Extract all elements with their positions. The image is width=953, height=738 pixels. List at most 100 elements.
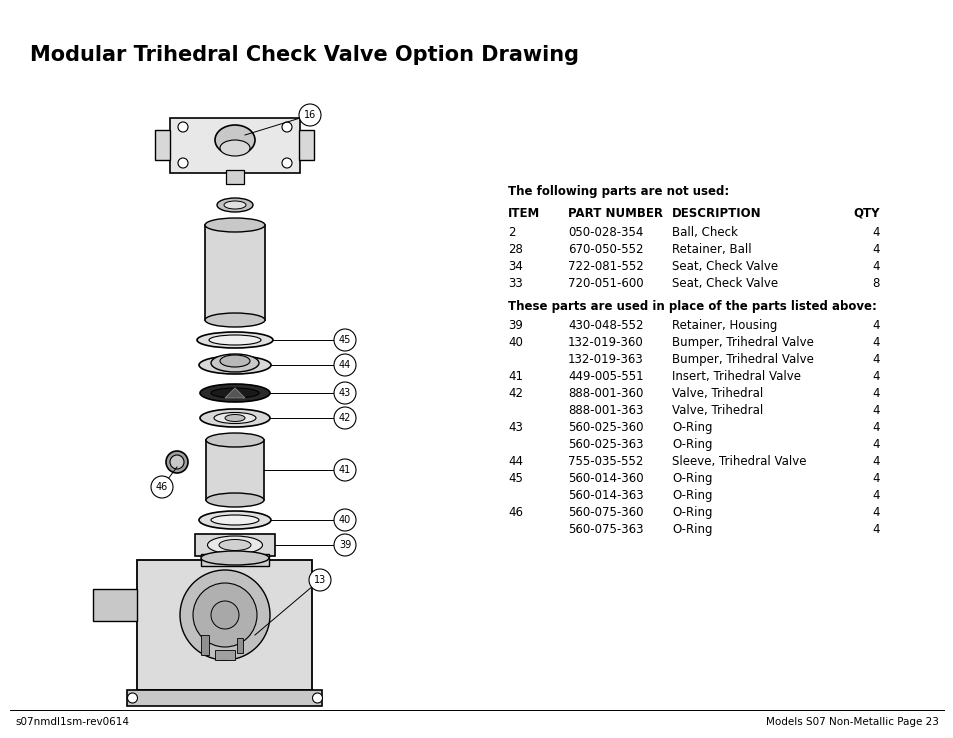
Text: s07nmdl1sm-rev0614: s07nmdl1sm-rev0614 <box>15 717 129 727</box>
Ellipse shape <box>220 355 250 367</box>
Text: O-Ring: O-Ring <box>671 421 712 434</box>
Text: 40: 40 <box>507 336 522 349</box>
Circle shape <box>334 382 355 404</box>
Text: 050-028-354: 050-028-354 <box>567 226 642 239</box>
Text: Bumper, Trihedral Valve: Bumper, Trihedral Valve <box>671 336 813 349</box>
Text: Valve, Trihedral: Valve, Trihedral <box>671 404 762 417</box>
Text: 4: 4 <box>872 319 879 332</box>
Bar <box>299 130 314 160</box>
Bar <box>93 589 137 621</box>
Text: 4: 4 <box>872 506 879 519</box>
Text: 560-014-363: 560-014-363 <box>567 489 643 502</box>
Ellipse shape <box>201 551 269 565</box>
Ellipse shape <box>220 140 250 156</box>
Circle shape <box>334 354 355 376</box>
Text: Models S07 Non-Metallic Page 23: Models S07 Non-Metallic Page 23 <box>765 717 938 727</box>
Text: 722-081-552: 722-081-552 <box>567 260 643 273</box>
Text: 4: 4 <box>872 336 879 349</box>
Ellipse shape <box>196 332 273 348</box>
Ellipse shape <box>178 122 188 132</box>
Text: Retainer, Ball: Retainer, Ball <box>671 243 751 256</box>
Text: 4: 4 <box>872 438 879 451</box>
Ellipse shape <box>180 570 270 660</box>
Circle shape <box>334 407 355 429</box>
Ellipse shape <box>199 356 271 374</box>
Bar <box>236 638 243 652</box>
Ellipse shape <box>205 313 265 327</box>
Text: 43: 43 <box>507 421 522 434</box>
Text: 46: 46 <box>155 482 168 492</box>
Text: 720-051-600: 720-051-600 <box>567 277 643 290</box>
Ellipse shape <box>193 583 256 647</box>
Ellipse shape <box>219 539 251 551</box>
Ellipse shape <box>213 413 255 424</box>
Text: Seat, Check Valve: Seat, Check Valve <box>671 277 778 290</box>
Text: ITEM: ITEM <box>507 207 539 220</box>
Text: 16: 16 <box>304 110 315 120</box>
Ellipse shape <box>224 201 246 209</box>
Ellipse shape <box>166 451 188 473</box>
Text: Valve, Trihedral: Valve, Trihedral <box>671 387 762 400</box>
Bar <box>205 225 265 320</box>
Text: O-Ring: O-Ring <box>671 506 712 519</box>
Circle shape <box>334 329 355 351</box>
Ellipse shape <box>211 388 258 398</box>
Ellipse shape <box>211 515 258 525</box>
Text: 42: 42 <box>338 413 351 423</box>
Text: 33: 33 <box>507 277 522 290</box>
Text: Insert, Trihedral Valve: Insert, Trihedral Valve <box>671 370 801 383</box>
Text: 4: 4 <box>872 404 879 417</box>
Bar <box>137 560 313 690</box>
Text: O-Ring: O-Ring <box>671 523 712 536</box>
Circle shape <box>334 534 355 556</box>
Text: 4: 4 <box>872 472 879 485</box>
Text: 560-014-360: 560-014-360 <box>567 472 643 485</box>
Text: Bumper, Trihedral Valve: Bumper, Trihedral Valve <box>671 353 813 366</box>
Ellipse shape <box>208 536 262 554</box>
Text: 132-019-363: 132-019-363 <box>567 353 643 366</box>
Bar <box>201 635 209 655</box>
Ellipse shape <box>209 335 261 345</box>
Circle shape <box>334 509 355 531</box>
Circle shape <box>298 104 320 126</box>
Ellipse shape <box>313 693 322 703</box>
Text: Ball, Check: Ball, Check <box>671 226 737 239</box>
Text: 40: 40 <box>338 515 351 525</box>
Text: 13: 13 <box>314 575 326 585</box>
Ellipse shape <box>214 125 254 155</box>
Text: 560-025-363: 560-025-363 <box>567 438 643 451</box>
Text: The following parts are not used:: The following parts are not used: <box>507 185 728 198</box>
Text: Sleeve, Trihedral Valve: Sleeve, Trihedral Valve <box>671 455 805 468</box>
Text: 888-001-363: 888-001-363 <box>567 404 642 417</box>
Text: 4: 4 <box>872 226 879 239</box>
Bar <box>155 130 171 160</box>
Text: 4: 4 <box>872 353 879 366</box>
Text: 4: 4 <box>872 489 879 502</box>
Text: These parts are used in place of the parts listed above:: These parts are used in place of the par… <box>507 300 876 313</box>
Text: 670-050-552: 670-050-552 <box>567 243 643 256</box>
Ellipse shape <box>211 601 239 629</box>
Bar <box>201 554 269 566</box>
Text: 4: 4 <box>872 370 879 383</box>
Text: O-Ring: O-Ring <box>671 472 712 485</box>
Ellipse shape <box>206 493 264 507</box>
Text: PART NUMBER: PART NUMBER <box>567 207 662 220</box>
Text: 45: 45 <box>507 472 522 485</box>
Ellipse shape <box>206 433 264 447</box>
Text: 43: 43 <box>338 388 351 398</box>
Text: 28: 28 <box>507 243 522 256</box>
Text: 34: 34 <box>507 260 522 273</box>
Bar <box>170 117 299 173</box>
Text: Seat, Check Valve: Seat, Check Valve <box>671 260 778 273</box>
Circle shape <box>151 476 172 498</box>
Ellipse shape <box>282 122 292 132</box>
Text: 39: 39 <box>507 319 522 332</box>
Ellipse shape <box>178 158 188 168</box>
Bar <box>226 170 244 184</box>
Text: 4: 4 <box>872 387 879 400</box>
Text: 42: 42 <box>507 387 522 400</box>
Text: 560-075-360: 560-075-360 <box>567 506 643 519</box>
Text: QTY: QTY <box>853 207 879 220</box>
Text: Retainer, Housing: Retainer, Housing <box>671 319 777 332</box>
Circle shape <box>309 569 331 591</box>
